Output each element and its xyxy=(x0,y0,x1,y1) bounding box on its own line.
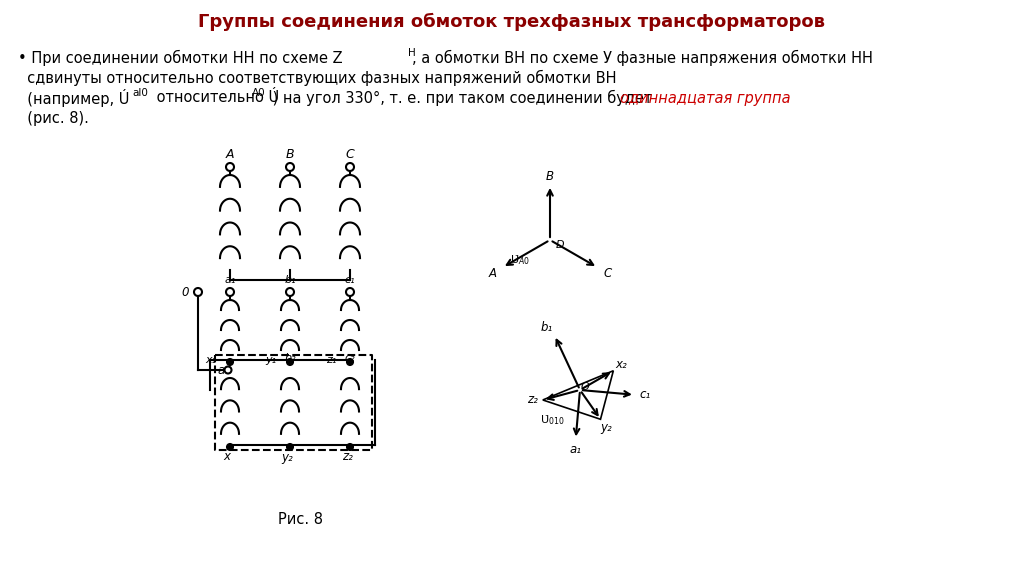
Text: Группы соединения обмоток трехфазных трансформаторов: Группы соединения обмоток трехфазных тра… xyxy=(199,13,825,31)
Text: c₂: c₂ xyxy=(345,353,355,363)
Text: b₂: b₂ xyxy=(285,353,296,363)
Text: D: D xyxy=(556,240,564,250)
Text: Рис. 8: Рис. 8 xyxy=(278,513,323,528)
Text: A0: A0 xyxy=(252,88,265,98)
Circle shape xyxy=(227,444,233,450)
Text: a₁: a₁ xyxy=(569,443,582,456)
Text: ) на угол 330°, т. е. при таком соединении будет: ) на угол 330°, т. е. при таком соединен… xyxy=(268,90,656,106)
Text: C: C xyxy=(346,149,354,161)
Text: x: x xyxy=(223,450,230,464)
Text: одиннадцатая группа: одиннадцатая группа xyxy=(620,90,791,105)
Text: z₂: z₂ xyxy=(527,393,539,407)
Text: y₂: y₂ xyxy=(282,450,293,464)
Text: x₂: x₂ xyxy=(615,358,628,372)
Text: z₂: z₂ xyxy=(342,450,352,464)
Text: относительно Ú: относительно Ú xyxy=(152,90,280,105)
Text: C: C xyxy=(603,267,611,280)
Text: y₂: y₂ xyxy=(601,421,612,434)
Text: (например, Ú: (например, Ú xyxy=(18,89,129,107)
Text: A: A xyxy=(488,267,497,280)
Text: y₁: y₁ xyxy=(265,355,276,365)
Text: al0: al0 xyxy=(132,88,147,98)
Text: U̇$_{A0}$: U̇$_{A0}$ xyxy=(510,253,530,267)
Text: сдвинуты относительно соответствующих фазных напряжений обмотки ВН: сдвинуты относительно соответствующих фа… xyxy=(18,70,616,86)
Text: O: O xyxy=(581,382,590,392)
Text: a₁: a₁ xyxy=(224,275,236,285)
Text: a: a xyxy=(218,363,225,377)
Circle shape xyxy=(287,444,293,450)
Text: x₁: x₁ xyxy=(205,355,216,365)
Text: U̇$_{010}$: U̇$_{010}$ xyxy=(540,413,564,427)
Text: c₁: c₁ xyxy=(639,388,650,401)
Text: B: B xyxy=(286,149,294,161)
Text: z₁: z₁ xyxy=(326,355,336,365)
Text: Н: Н xyxy=(408,48,416,58)
Circle shape xyxy=(227,359,233,365)
Circle shape xyxy=(347,444,353,450)
Circle shape xyxy=(287,359,293,365)
Circle shape xyxy=(347,359,353,365)
Text: , а обмотки ВН по схеме У фазные напряжения обмотки НН: , а обмотки ВН по схеме У фазные напряже… xyxy=(412,50,872,66)
Text: 0: 0 xyxy=(181,286,188,298)
Text: • При соединении обмотки НН по схеме Z: • При соединении обмотки НН по схеме Z xyxy=(18,50,343,66)
Text: (рис. 8).: (рис. 8). xyxy=(18,111,89,126)
Text: b₁: b₁ xyxy=(541,321,553,334)
Text: A: A xyxy=(225,149,234,161)
Text: B: B xyxy=(546,170,554,184)
Text: b₁: b₁ xyxy=(285,275,296,285)
Text: c₁: c₁ xyxy=(345,275,355,285)
